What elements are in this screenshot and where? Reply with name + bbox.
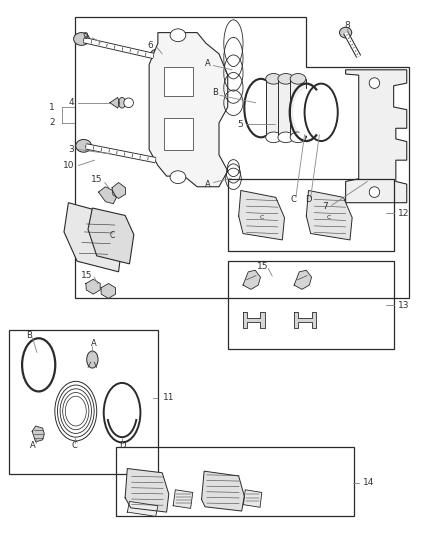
Text: A: A [205, 59, 211, 68]
Polygon shape [294, 270, 311, 289]
Ellipse shape [290, 74, 306, 84]
Polygon shape [64, 203, 123, 272]
Bar [10, 330, 158, 474]
Bar [228, 261, 394, 349]
Text: 12: 12 [398, 209, 410, 218]
Ellipse shape [266, 74, 282, 84]
Polygon shape [127, 502, 158, 516]
Text: 9: 9 [82, 33, 88, 42]
Polygon shape [201, 471, 244, 511]
Text: 11: 11 [162, 393, 174, 402]
Polygon shape [239, 190, 285, 240]
Text: C: C [71, 441, 77, 450]
Text: 14: 14 [363, 478, 374, 487]
Ellipse shape [26, 345, 51, 385]
Ellipse shape [76, 140, 92, 152]
Ellipse shape [247, 83, 275, 134]
Text: 7: 7 [322, 203, 328, 212]
Text: 15: 15 [81, 271, 92, 280]
Polygon shape [149, 33, 228, 187]
Ellipse shape [150, 50, 161, 60]
Ellipse shape [170, 29, 186, 42]
Bar [117, 447, 354, 516]
Bar [164, 118, 193, 150]
Text: A: A [205, 180, 211, 189]
Polygon shape [112, 182, 126, 198]
Ellipse shape [107, 388, 137, 437]
Polygon shape [110, 98, 120, 108]
Polygon shape [32, 426, 44, 442]
Ellipse shape [124, 98, 134, 108]
Text: B: B [26, 331, 32, 340]
Text: 3: 3 [69, 145, 74, 154]
Text: C: C [110, 231, 115, 240]
Text: 2: 2 [49, 118, 55, 127]
Bar [266, 79, 282, 138]
Text: A: A [91, 339, 96, 348]
Polygon shape [88, 208, 134, 264]
Polygon shape [244, 490, 262, 507]
Text: 1: 1 [49, 102, 55, 111]
Ellipse shape [369, 187, 380, 197]
Text: 8: 8 [344, 21, 350, 30]
Bar [290, 79, 306, 138]
Text: 15: 15 [91, 175, 102, 184]
Ellipse shape [278, 74, 293, 84]
Polygon shape [101, 284, 116, 298]
Polygon shape [99, 187, 117, 204]
Ellipse shape [74, 33, 89, 45]
Polygon shape [294, 312, 316, 328]
Text: C: C [327, 215, 331, 220]
Text: C: C [259, 215, 264, 220]
Polygon shape [173, 490, 193, 508]
Text: 4: 4 [69, 98, 74, 107]
Polygon shape [306, 190, 352, 240]
Bar [278, 79, 293, 138]
Text: B: B [212, 87, 218, 96]
Ellipse shape [293, 89, 319, 136]
Polygon shape [346, 70, 407, 203]
Ellipse shape [308, 89, 334, 136]
Ellipse shape [87, 351, 98, 368]
Ellipse shape [290, 132, 306, 143]
Text: 13: 13 [398, 301, 410, 310]
Polygon shape [125, 469, 169, 512]
Polygon shape [243, 270, 261, 289]
Bar [228, 179, 394, 251]
Ellipse shape [266, 132, 282, 143]
Text: D: D [119, 441, 125, 450]
Ellipse shape [119, 98, 126, 108]
Text: C: C [290, 195, 296, 204]
Text: 15: 15 [257, 262, 268, 271]
Polygon shape [86, 279, 100, 294]
Ellipse shape [170, 171, 186, 183]
Text: 10: 10 [63, 161, 74, 170]
Ellipse shape [278, 132, 293, 143]
Text: A: A [30, 441, 36, 450]
Text: D: D [305, 195, 312, 204]
Bar [164, 67, 193, 96]
Polygon shape [243, 312, 265, 328]
Text: 6: 6 [147, 42, 153, 51]
Ellipse shape [369, 78, 380, 88]
Text: 5: 5 [237, 119, 243, 128]
Ellipse shape [339, 27, 352, 38]
